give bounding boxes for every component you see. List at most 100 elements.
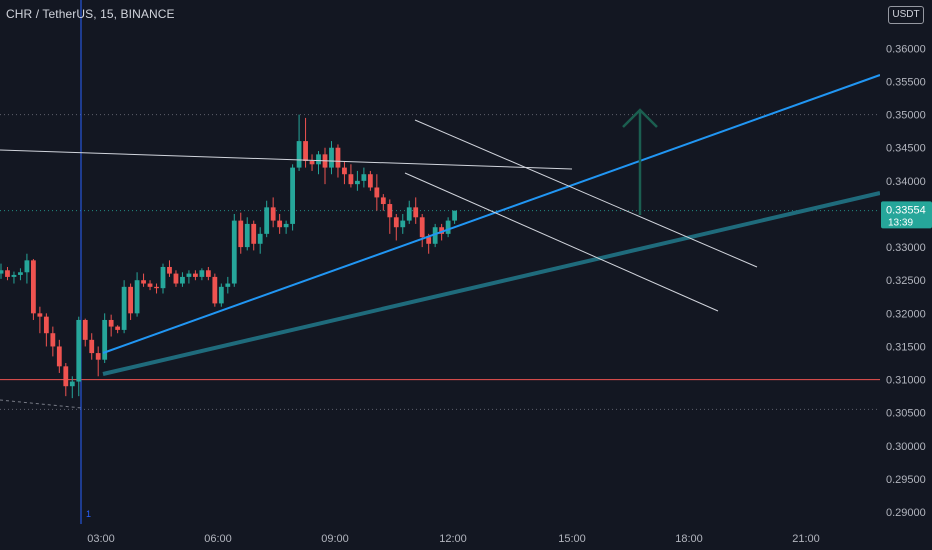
candle[interactable] xyxy=(355,170,360,191)
exchange-label: BINANCE xyxy=(120,7,175,21)
candle[interactable] xyxy=(238,212,244,254)
candle[interactable] xyxy=(128,283,133,320)
candle-body xyxy=(63,366,69,387)
candle[interactable] xyxy=(361,167,367,188)
candle[interactable] xyxy=(290,164,295,231)
candle[interactable] xyxy=(309,154,315,171)
candle[interactable] xyxy=(5,266,10,281)
candle[interactable] xyxy=(76,316,82,397)
target-arrow-head xyxy=(622,108,658,128)
candle[interactable] xyxy=(225,276,231,294)
candle[interactable] xyxy=(31,259,36,320)
candle-body xyxy=(147,283,153,287)
candle-body xyxy=(445,220,451,234)
candle[interactable] xyxy=(270,197,276,228)
candle[interactable] xyxy=(56,339,62,373)
candle[interactable] xyxy=(82,318,88,347)
candle[interactable] xyxy=(63,363,69,397)
price-tick-label: 0.34000 xyxy=(886,176,926,188)
candle[interactable] xyxy=(167,260,172,277)
candle-body xyxy=(167,266,172,274)
candle[interactable] xyxy=(452,210,457,224)
candle[interactable] xyxy=(329,141,334,175)
candle[interactable] xyxy=(186,270,192,284)
candle[interactable] xyxy=(134,272,140,317)
candle[interactable] xyxy=(95,346,101,377)
candle[interactable] xyxy=(69,376,75,399)
candle-body xyxy=(31,260,36,314)
candle-body xyxy=(134,280,140,314)
channel-upper-line xyxy=(414,119,758,268)
candle-body xyxy=(277,220,283,228)
candle[interactable] xyxy=(380,194,386,211)
candle[interactable] xyxy=(0,263,4,279)
candle[interactable] xyxy=(342,160,347,185)
candle-body xyxy=(43,316,49,334)
candle[interactable] xyxy=(257,227,263,254)
candle[interactable] xyxy=(18,268,23,281)
candle[interactable] xyxy=(277,213,283,234)
candle[interactable] xyxy=(218,283,224,307)
candle[interactable] xyxy=(205,266,211,281)
candle[interactable] xyxy=(231,213,237,287)
candle[interactable] xyxy=(348,164,354,188)
dashed-trendline xyxy=(0,399,83,409)
candle[interactable] xyxy=(251,220,257,251)
candle-body xyxy=(231,220,237,284)
candle[interactable] xyxy=(154,283,159,294)
candle[interactable] xyxy=(374,174,380,211)
interval-label: 15 xyxy=(100,7,114,21)
candle[interactable] xyxy=(147,280,153,291)
candle[interactable] xyxy=(43,313,49,347)
candle-body xyxy=(413,207,419,218)
candle[interactable] xyxy=(89,333,95,360)
currency-button[interactable]: USDT xyxy=(888,6,924,24)
candle[interactable] xyxy=(296,114,302,171)
candle[interactable] xyxy=(322,147,328,185)
candle[interactable] xyxy=(193,270,198,281)
candle-body xyxy=(432,227,438,244)
candle[interactable] xyxy=(115,325,121,334)
time-tick-label: 21:00 xyxy=(792,533,820,545)
candle[interactable] xyxy=(387,199,393,234)
candle-body xyxy=(69,381,75,387)
candle[interactable] xyxy=(264,200,270,238)
candle[interactable] xyxy=(37,306,43,334)
candle-body xyxy=(141,280,146,284)
price-tick-label: 0.31500 xyxy=(886,341,926,353)
price-tick-label: 0.32500 xyxy=(886,275,926,287)
candle[interactable] xyxy=(24,253,30,284)
candle[interactable] xyxy=(11,271,17,284)
bar-countdown: 13:39 xyxy=(888,217,913,228)
trendline-drawings xyxy=(0,74,881,409)
candle-body xyxy=(24,260,30,273)
candle-body xyxy=(108,319,114,327)
candle[interactable] xyxy=(393,213,399,241)
candle[interactable] xyxy=(419,213,425,248)
price-axis-bg xyxy=(880,0,932,550)
candle[interactable] xyxy=(212,273,218,307)
candle[interactable] xyxy=(406,200,412,224)
candle[interactable] xyxy=(141,273,146,287)
candle[interactable] xyxy=(180,272,185,287)
candle[interactable] xyxy=(445,217,451,238)
candle[interactable] xyxy=(283,220,289,234)
candle[interactable] xyxy=(50,326,56,357)
candle[interactable] xyxy=(121,280,127,334)
symbol-legend[interactable]: CHR / TetherUS, 15, BINANCE xyxy=(6,7,175,21)
candle[interactable] xyxy=(102,313,108,364)
candle[interactable] xyxy=(400,213,406,234)
candle[interactable] xyxy=(367,170,373,191)
candle[interactable] xyxy=(316,151,321,175)
candle[interactable] xyxy=(303,117,308,168)
candle[interactable] xyxy=(160,263,166,294)
candle[interactable] xyxy=(432,223,438,248)
candle-body xyxy=(342,167,347,175)
candle[interactable] xyxy=(199,268,205,281)
candle[interactable] xyxy=(413,197,419,224)
candle[interactable] xyxy=(173,270,179,287)
candle[interactable] xyxy=(108,314,114,337)
candle[interactable] xyxy=(244,217,250,251)
